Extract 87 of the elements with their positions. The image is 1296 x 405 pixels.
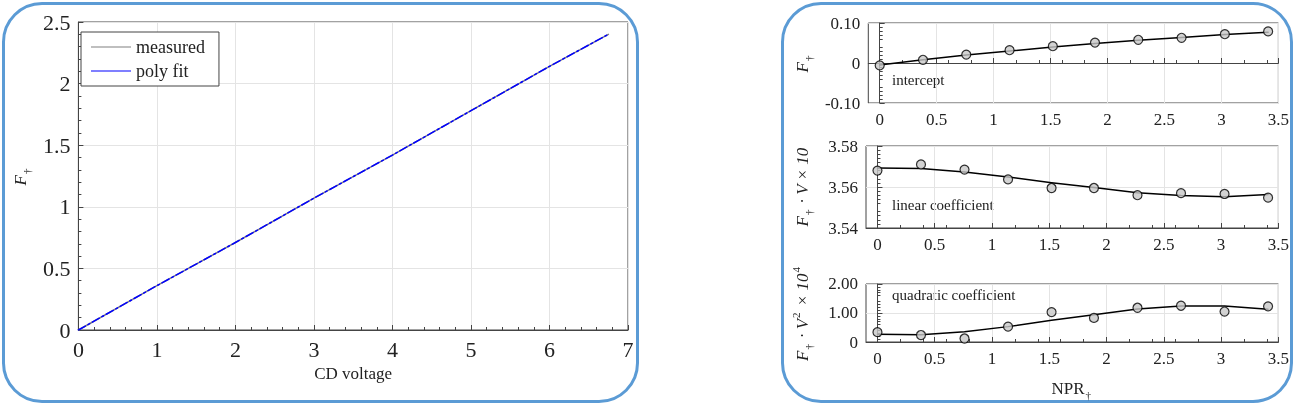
point xyxy=(959,164,970,175)
point xyxy=(1219,306,1230,317)
y-tick-label: 3.54 xyxy=(828,218,859,238)
x-tick-label: 3.5 xyxy=(1267,349,1289,368)
x-tick-label: 1.5 xyxy=(1038,349,1060,368)
x-axis-title: NPR† xyxy=(1051,378,1092,401)
x-tick-label: 3 xyxy=(1217,110,1226,129)
point xyxy=(1132,190,1143,201)
point xyxy=(959,333,970,344)
x-tick-label: 0 xyxy=(873,235,882,254)
x-tick-label: 6 xyxy=(543,336,555,362)
point xyxy=(915,159,927,170)
point xyxy=(1132,302,1143,313)
x-tick-label: 2 xyxy=(1102,349,1111,368)
y-tick-label: 1.00 xyxy=(828,303,858,323)
legend-label: poly fit xyxy=(136,61,189,81)
y-tick-label: 0.5 xyxy=(42,255,71,281)
x-tick-label: 2 xyxy=(1102,235,1111,254)
y-axis-title: F† xyxy=(10,168,33,187)
x-tick-label: 3 xyxy=(308,336,320,362)
x-tick-label: 3.5 xyxy=(1267,235,1289,254)
x-tick-label: 1.5 xyxy=(1039,110,1062,129)
legend-label: measured xyxy=(136,37,205,57)
point xyxy=(1262,192,1274,203)
x-tick-label: 1 xyxy=(989,110,998,129)
x-tick-label: 2 xyxy=(229,336,241,362)
point xyxy=(1262,301,1274,312)
x-tick-label: 3 xyxy=(1216,235,1226,254)
y-tick-label: 2.5 xyxy=(42,9,71,35)
line-series xyxy=(77,33,610,331)
x-tick-label: 5 xyxy=(465,336,477,362)
point xyxy=(1175,188,1187,199)
point xyxy=(1089,37,1101,48)
y-tick-label: 0 xyxy=(59,317,71,343)
x-tick-label: 4 xyxy=(386,336,398,362)
x-tick-label: 0 xyxy=(873,349,882,368)
annotation: linear coefficient xyxy=(892,196,995,213)
x-tick-label: 3 xyxy=(1216,349,1226,368)
x-tick-label: 3.5 xyxy=(1267,110,1289,129)
annotation: quadratic coefficient xyxy=(892,286,1017,303)
x-axis-title: CD voltage xyxy=(314,363,393,383)
point xyxy=(1133,34,1144,45)
x-tick-label: 0 xyxy=(875,110,884,129)
x-tick-label: 2 xyxy=(1103,110,1112,129)
x-tick-label: 0.5 xyxy=(924,349,946,368)
point xyxy=(1219,29,1230,40)
point xyxy=(1176,32,1187,43)
point xyxy=(1088,182,1100,194)
y-tick-label: -0.10 xyxy=(824,93,861,113)
y-tick-label: 1.5 xyxy=(42,132,71,158)
x-tick-label: 1 xyxy=(987,349,997,368)
y-tick-label: 2 xyxy=(59,71,71,97)
point xyxy=(1175,300,1187,311)
point xyxy=(915,329,927,341)
y-tick-label: 2.00 xyxy=(828,274,858,294)
y-tick-label: 3.56 xyxy=(828,177,858,197)
point xyxy=(961,49,972,60)
point xyxy=(1046,182,1057,194)
point xyxy=(1002,321,1014,332)
x-tick-label: 1.5 xyxy=(1038,235,1060,254)
point xyxy=(917,54,929,65)
y-tick-label: 1 xyxy=(59,194,71,220)
x-tick-label: 7 xyxy=(622,336,634,362)
point xyxy=(1004,45,1015,56)
point xyxy=(1088,312,1100,324)
point xyxy=(872,327,883,338)
y-tick-label: 3.58 xyxy=(828,136,858,156)
point xyxy=(872,165,883,176)
x-tick-label: 0.5 xyxy=(926,110,948,129)
y-axis-title: F† · V × 10 xyxy=(792,147,815,228)
y-tick-label: 0 xyxy=(851,53,861,73)
x-tick-label: 2.5 xyxy=(1153,110,1176,129)
annotation: intercept xyxy=(892,71,946,88)
y-axis-title: F† xyxy=(792,55,815,74)
point xyxy=(1002,174,1014,185)
point xyxy=(874,60,885,71)
y-tick-label: 0.10 xyxy=(830,13,861,33)
x-tick-label: 1 xyxy=(151,336,163,362)
x-tick-label: 1 xyxy=(987,235,997,254)
point xyxy=(1046,307,1057,318)
point xyxy=(1047,41,1058,52)
x-tick-label: 2.5 xyxy=(1153,349,1175,368)
x-tick-label: 0.5 xyxy=(924,235,946,254)
x-tick-label: 2.5 xyxy=(1153,235,1175,254)
point xyxy=(1263,26,1274,37)
y-axis-title: F† · V2 × 104 xyxy=(789,266,815,362)
point xyxy=(1219,188,1230,200)
